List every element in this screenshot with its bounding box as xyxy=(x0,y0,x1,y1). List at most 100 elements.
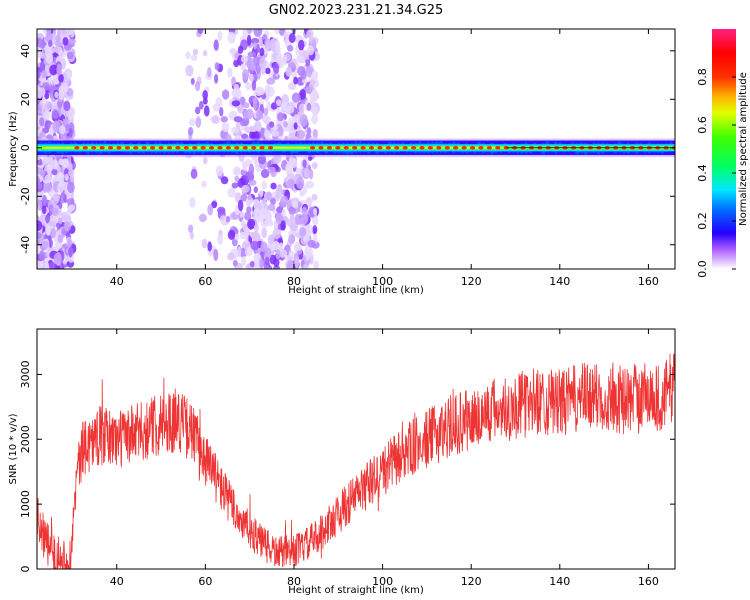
noise-speck xyxy=(298,39,305,51)
noise-speck xyxy=(241,133,249,140)
noise-speck xyxy=(41,157,49,165)
noise-speck xyxy=(37,220,43,231)
noise-speck xyxy=(213,248,219,261)
noise-speck xyxy=(241,255,247,266)
snr-x-ticks: 40 60 80 100 120 140 160 xyxy=(110,329,659,588)
noise-speck xyxy=(240,194,248,202)
noise-speck xyxy=(264,256,270,266)
noise-speck xyxy=(288,234,296,244)
noise-speck xyxy=(253,186,259,194)
noise-speck xyxy=(237,45,244,54)
noise-speck xyxy=(312,128,318,140)
noise-speck xyxy=(220,215,227,224)
noise-speck xyxy=(244,247,253,257)
noise-speck xyxy=(288,156,294,164)
noise-speck xyxy=(227,67,233,78)
noise-speck xyxy=(188,224,194,234)
noise-speck xyxy=(280,220,286,231)
noise-speck xyxy=(259,257,264,269)
signal-peak xyxy=(343,145,349,150)
signal-peak xyxy=(192,145,198,150)
noise-speck xyxy=(188,118,196,127)
signal-peak xyxy=(402,145,408,150)
noise-speck xyxy=(63,221,72,232)
noise-speck xyxy=(294,214,301,226)
noise-speck xyxy=(50,227,57,239)
noise-speck xyxy=(247,29,253,34)
noise-speck xyxy=(51,207,59,216)
noise-speck xyxy=(283,120,289,128)
noise-speck xyxy=(187,126,194,136)
noise-speck xyxy=(274,39,281,51)
noise-speck xyxy=(231,76,236,87)
noise-speck xyxy=(288,250,294,257)
signal-peak xyxy=(495,145,501,150)
noise-speck xyxy=(293,76,298,85)
noise-speck xyxy=(313,260,319,269)
noise-speck xyxy=(268,219,274,227)
noise-speck xyxy=(207,204,214,216)
noise-speck xyxy=(46,225,51,235)
noise-speck xyxy=(37,103,43,115)
noise-speck xyxy=(294,256,299,269)
noise-speck xyxy=(272,52,279,60)
noise-speck xyxy=(39,117,45,127)
signal-peak xyxy=(461,145,467,150)
noise-speck xyxy=(257,36,263,46)
signal-peak xyxy=(267,145,274,150)
noise-speck xyxy=(202,156,208,165)
snr-series-line xyxy=(37,353,675,569)
noise-speck xyxy=(295,167,302,175)
noise-speck xyxy=(57,182,64,194)
y-tick-label: 0 xyxy=(19,144,32,151)
signal-peak xyxy=(133,145,139,150)
noise-speck xyxy=(272,265,281,269)
noise-speck xyxy=(59,125,66,135)
noise-speck xyxy=(66,69,72,79)
noise-speck xyxy=(306,29,314,39)
signal-peak xyxy=(158,145,164,150)
y-tick-label: -40 xyxy=(19,236,32,254)
noise-speck xyxy=(250,37,260,44)
x-tick-label: 140 xyxy=(549,575,570,588)
x-tick-label: 100 xyxy=(372,275,393,288)
noise-speck xyxy=(185,51,191,60)
noise-speck xyxy=(291,92,301,103)
signal-peak xyxy=(486,145,492,150)
noise-speck xyxy=(37,231,42,240)
noise-speck xyxy=(274,29,280,35)
signal-peak xyxy=(82,145,88,150)
signal-peak xyxy=(259,145,265,150)
noise-speck xyxy=(207,241,212,252)
noise-speck xyxy=(277,112,284,122)
noise-speck xyxy=(56,63,63,76)
signal-peak xyxy=(419,145,425,150)
noise-speck xyxy=(39,169,46,177)
x-tick-label: 100 xyxy=(372,575,393,588)
colorbar-tick-label: 0.6 xyxy=(696,116,709,134)
signal-peak xyxy=(385,145,391,150)
signal-peak xyxy=(166,145,173,150)
noise-speck xyxy=(267,234,275,244)
x-tick-label: 60 xyxy=(198,575,212,588)
noise-speck xyxy=(263,107,269,116)
x-tick-label: 80 xyxy=(287,575,301,588)
noise-speck xyxy=(242,69,250,80)
noise-speck xyxy=(299,227,307,237)
noise-speck xyxy=(68,168,75,177)
noise-speck xyxy=(293,114,300,122)
spectrogram-y-label: Frequency (Hz) xyxy=(8,111,19,187)
noise-speck xyxy=(240,55,248,63)
noise-speck xyxy=(66,198,75,205)
noise-speck xyxy=(44,100,53,111)
x-tick-label: 140 xyxy=(549,275,570,288)
noise-speck xyxy=(44,92,50,100)
spectrogram-y-ticks: -40 -20 0 20 40 xyxy=(19,44,675,254)
noise-speck xyxy=(259,47,265,57)
noise-speck xyxy=(247,194,252,201)
noise-speck xyxy=(37,89,43,99)
signal-peak xyxy=(309,145,316,150)
noise-speck xyxy=(261,180,267,190)
noise-speck xyxy=(260,220,270,228)
noise-speck xyxy=(265,38,272,51)
